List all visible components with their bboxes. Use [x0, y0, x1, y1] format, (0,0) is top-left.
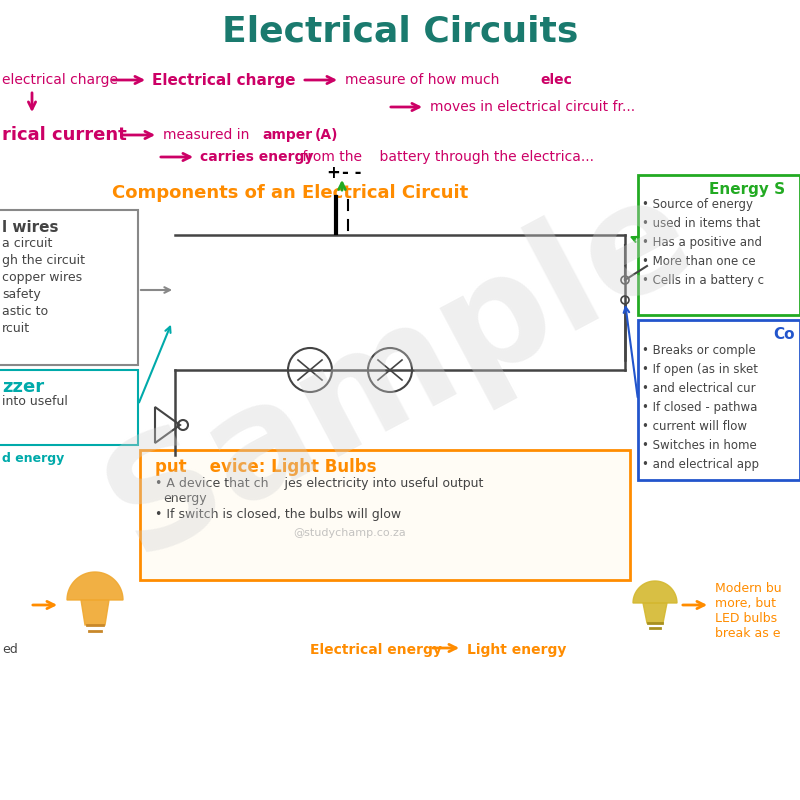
Text: • Cells in a battery c: • Cells in a battery c: [642, 274, 764, 287]
Text: electrical charge: electrical charge: [2, 73, 118, 87]
Text: into useful: into useful: [2, 395, 68, 408]
Text: Electrical Circuits: Electrical Circuits: [222, 15, 578, 49]
Text: safety: safety: [2, 288, 41, 301]
FancyBboxPatch shape: [0, 370, 138, 445]
Text: +: +: [326, 164, 340, 182]
Text: copper wires: copper wires: [2, 271, 82, 284]
Polygon shape: [81, 600, 109, 625]
Text: • If open (as in sket: • If open (as in sket: [642, 363, 758, 376]
Text: l wires: l wires: [2, 220, 58, 235]
Text: • A device that ch    jes electricity into useful output: • A device that ch jes electricity into …: [155, 477, 483, 490]
Text: • Source of energy: • Source of energy: [642, 198, 753, 211]
Text: zzer: zzer: [2, 378, 44, 396]
Text: moves in electrical circuit fr...: moves in electrical circuit fr...: [430, 100, 635, 114]
Text: measured in: measured in: [163, 128, 254, 142]
Text: Energy S: Energy S: [709, 182, 785, 197]
Text: • More than one ce: • More than one ce: [642, 255, 756, 268]
Text: gh the circuit: gh the circuit: [2, 254, 85, 267]
Polygon shape: [633, 581, 677, 603]
Text: • Breaks or comple: • Breaks or comple: [642, 344, 756, 357]
FancyBboxPatch shape: [638, 320, 800, 480]
Text: break as e: break as e: [715, 627, 781, 640]
Text: a circuit: a circuit: [2, 237, 52, 250]
Text: • Has a positive and: • Has a positive and: [642, 236, 762, 249]
Text: @studychamp.co.za: @studychamp.co.za: [294, 528, 406, 538]
Text: astic to: astic to: [2, 305, 48, 318]
Text: • and electrical app: • and electrical app: [642, 458, 759, 471]
Polygon shape: [643, 603, 667, 623]
Text: d energy: d energy: [2, 452, 64, 465]
Text: Modern bu: Modern bu: [715, 582, 782, 595]
Text: measure of how much: measure of how much: [345, 73, 504, 87]
Text: put    evice: Light Bulbs: put evice: Light Bulbs: [155, 458, 377, 476]
Text: elec: elec: [540, 73, 572, 87]
Text: amper: amper: [262, 128, 312, 142]
Text: • Switches in home: • Switches in home: [642, 439, 757, 452]
Text: rical current: rical current: [2, 126, 126, 144]
Text: • used in items that: • used in items that: [642, 217, 760, 230]
FancyBboxPatch shape: [0, 210, 138, 365]
Text: Components of an Electrical Circuit: Components of an Electrical Circuit: [112, 184, 468, 202]
Text: • current will flow: • current will flow: [642, 420, 747, 433]
FancyBboxPatch shape: [638, 175, 800, 315]
Text: (A): (A): [315, 128, 338, 142]
Text: Co: Co: [774, 327, 795, 342]
Text: • If switch is closed, the bulbs will glow: • If switch is closed, the bulbs will gl…: [155, 508, 401, 521]
Text: ed: ed: [2, 643, 18, 656]
Text: • and electrical cur: • and electrical cur: [642, 382, 756, 395]
FancyBboxPatch shape: [140, 450, 630, 580]
Text: LED bulbs: LED bulbs: [715, 612, 777, 625]
Text: rcuit: rcuit: [2, 322, 30, 335]
Text: Electrical energy: Electrical energy: [310, 643, 442, 657]
Text: Electrical charge: Electrical charge: [152, 73, 295, 87]
Text: - -: - -: [342, 164, 362, 182]
Text: Sample: Sample: [83, 154, 717, 586]
Text: Light energy: Light energy: [467, 643, 566, 657]
Text: carries energy: carries energy: [200, 150, 314, 164]
Polygon shape: [67, 572, 123, 600]
Text: more, but: more, but: [715, 597, 776, 610]
Text: • If closed - pathwa: • If closed - pathwa: [642, 401, 758, 414]
Text: energy: energy: [163, 492, 206, 505]
Text: from the    battery through the electrica...: from the battery through the electrica..…: [298, 150, 594, 164]
